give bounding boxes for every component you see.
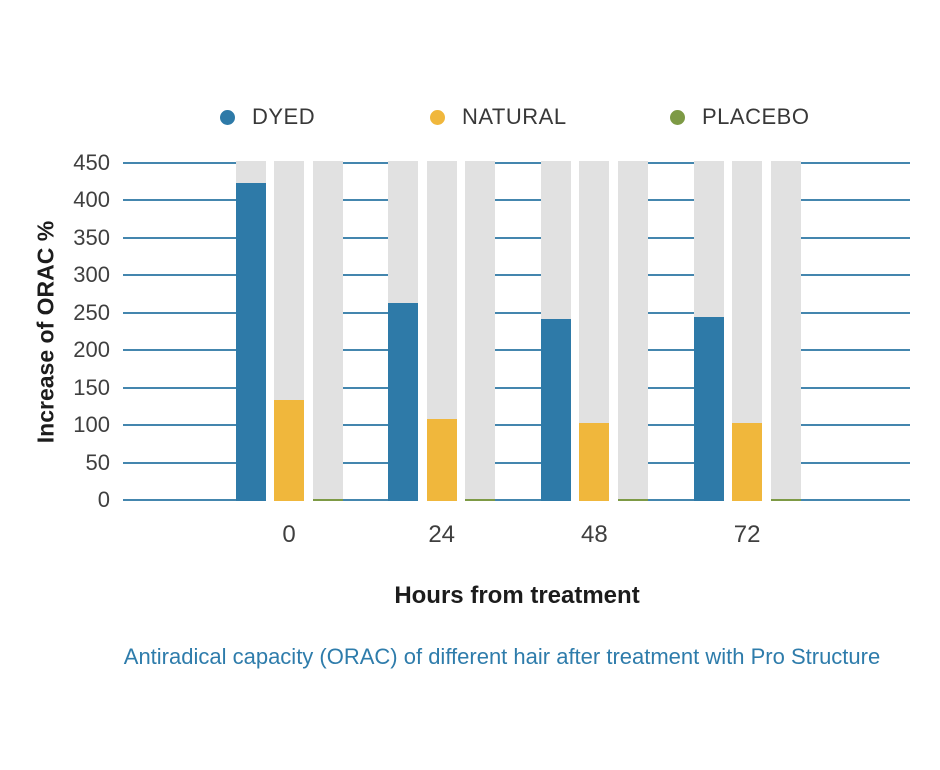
column-background	[465, 161, 496, 501]
legend-dot-natural	[430, 109, 445, 125]
column-slot-dyed	[388, 161, 419, 501]
legend-label: DYED	[252, 104, 316, 129]
column-slot-placebo	[465, 161, 496, 501]
x-tick-label: 48	[581, 521, 608, 548]
column-slot-natural	[274, 161, 304, 501]
column-slot-placebo	[770, 161, 801, 501]
bar-group-72	[693, 161, 801, 501]
bar-group-48	[540, 161, 648, 501]
x-axis-title: Hours from treatment	[394, 582, 640, 609]
column-slot-natural	[426, 161, 457, 501]
gridline	[123, 349, 910, 351]
bar-dyed-72h[interactable]	[693, 317, 724, 501]
gridline	[123, 274, 910, 276]
y-tick-label: 400	[73, 187, 110, 213]
y-tick-label: 200	[73, 337, 110, 363]
y-tick-label: 300	[73, 262, 110, 288]
gridline	[123, 387, 910, 389]
x-tick-label: 0	[282, 521, 296, 548]
legend-label: NATURAL	[462, 104, 567, 129]
gridline	[123, 312, 910, 314]
bar-dyed-48h[interactable]	[540, 319, 571, 501]
gridline	[123, 237, 910, 239]
gridline	[123, 199, 910, 201]
gridline	[123, 162, 910, 164]
column-slot-natural	[579, 161, 610, 501]
y-tick-label: 350	[73, 224, 110, 250]
column-background	[312, 161, 343, 501]
legend-item-placebo[interactable]: PLACEBO	[670, 104, 809, 130]
y-tick-label: 450	[73, 150, 110, 175]
bar-natural-24h[interactable]	[426, 419, 457, 501]
column-background	[770, 161, 801, 501]
bar-group-24	[388, 161, 496, 501]
bar-natural-48h[interactable]	[579, 423, 610, 501]
bar-natural-0h[interactable]	[274, 400, 304, 501]
bar-placebo-48h[interactable]	[617, 499, 648, 501]
y-tick-label: 100	[73, 412, 110, 438]
y-axis-title: Increase of ORAC %	[32, 220, 59, 444]
legend-item-natural[interactable]: NATURAL	[430, 104, 567, 130]
y-tick-label: 0	[97, 487, 110, 512]
bar-dyed-24h[interactable]	[388, 303, 419, 501]
gridline	[123, 462, 910, 464]
legend-dot-placebo	[670, 109, 685, 125]
gridline	[123, 499, 910, 501]
bar-placebo-72h[interactable]	[770, 499, 801, 501]
legend-item-dyed[interactable]: DYED	[220, 104, 315, 130]
column-slot-dyed	[693, 161, 724, 501]
legend-label: PLACEBO	[702, 104, 810, 129]
bar-group-0	[235, 161, 343, 501]
chart-caption: Antiradical capacity (ORAC) of different…	[123, 644, 881, 669]
column-slot-placebo	[617, 161, 648, 501]
legend-dot-dyed	[220, 109, 235, 125]
y-tick-label: 50	[85, 449, 110, 475]
x-tick-label: 72	[733, 521, 761, 548]
column-background	[617, 161, 648, 501]
column-slot-placebo	[312, 161, 343, 501]
y-tick-label: 250	[73, 299, 110, 325]
column-slot-dyed	[540, 161, 571, 501]
y-tick-label: 150	[73, 374, 110, 400]
x-tick-label: 24	[428, 521, 456, 548]
bar-placebo-0h[interactable]	[312, 499, 343, 501]
bar-placebo-24h[interactable]	[465, 499, 496, 501]
column-slot-natural	[732, 161, 763, 501]
gridline	[123, 424, 910, 426]
column-slot-dyed	[235, 161, 266, 501]
bar-natural-72h[interactable]	[732, 423, 763, 501]
bar-dyed-0h[interactable]	[235, 183, 266, 501]
